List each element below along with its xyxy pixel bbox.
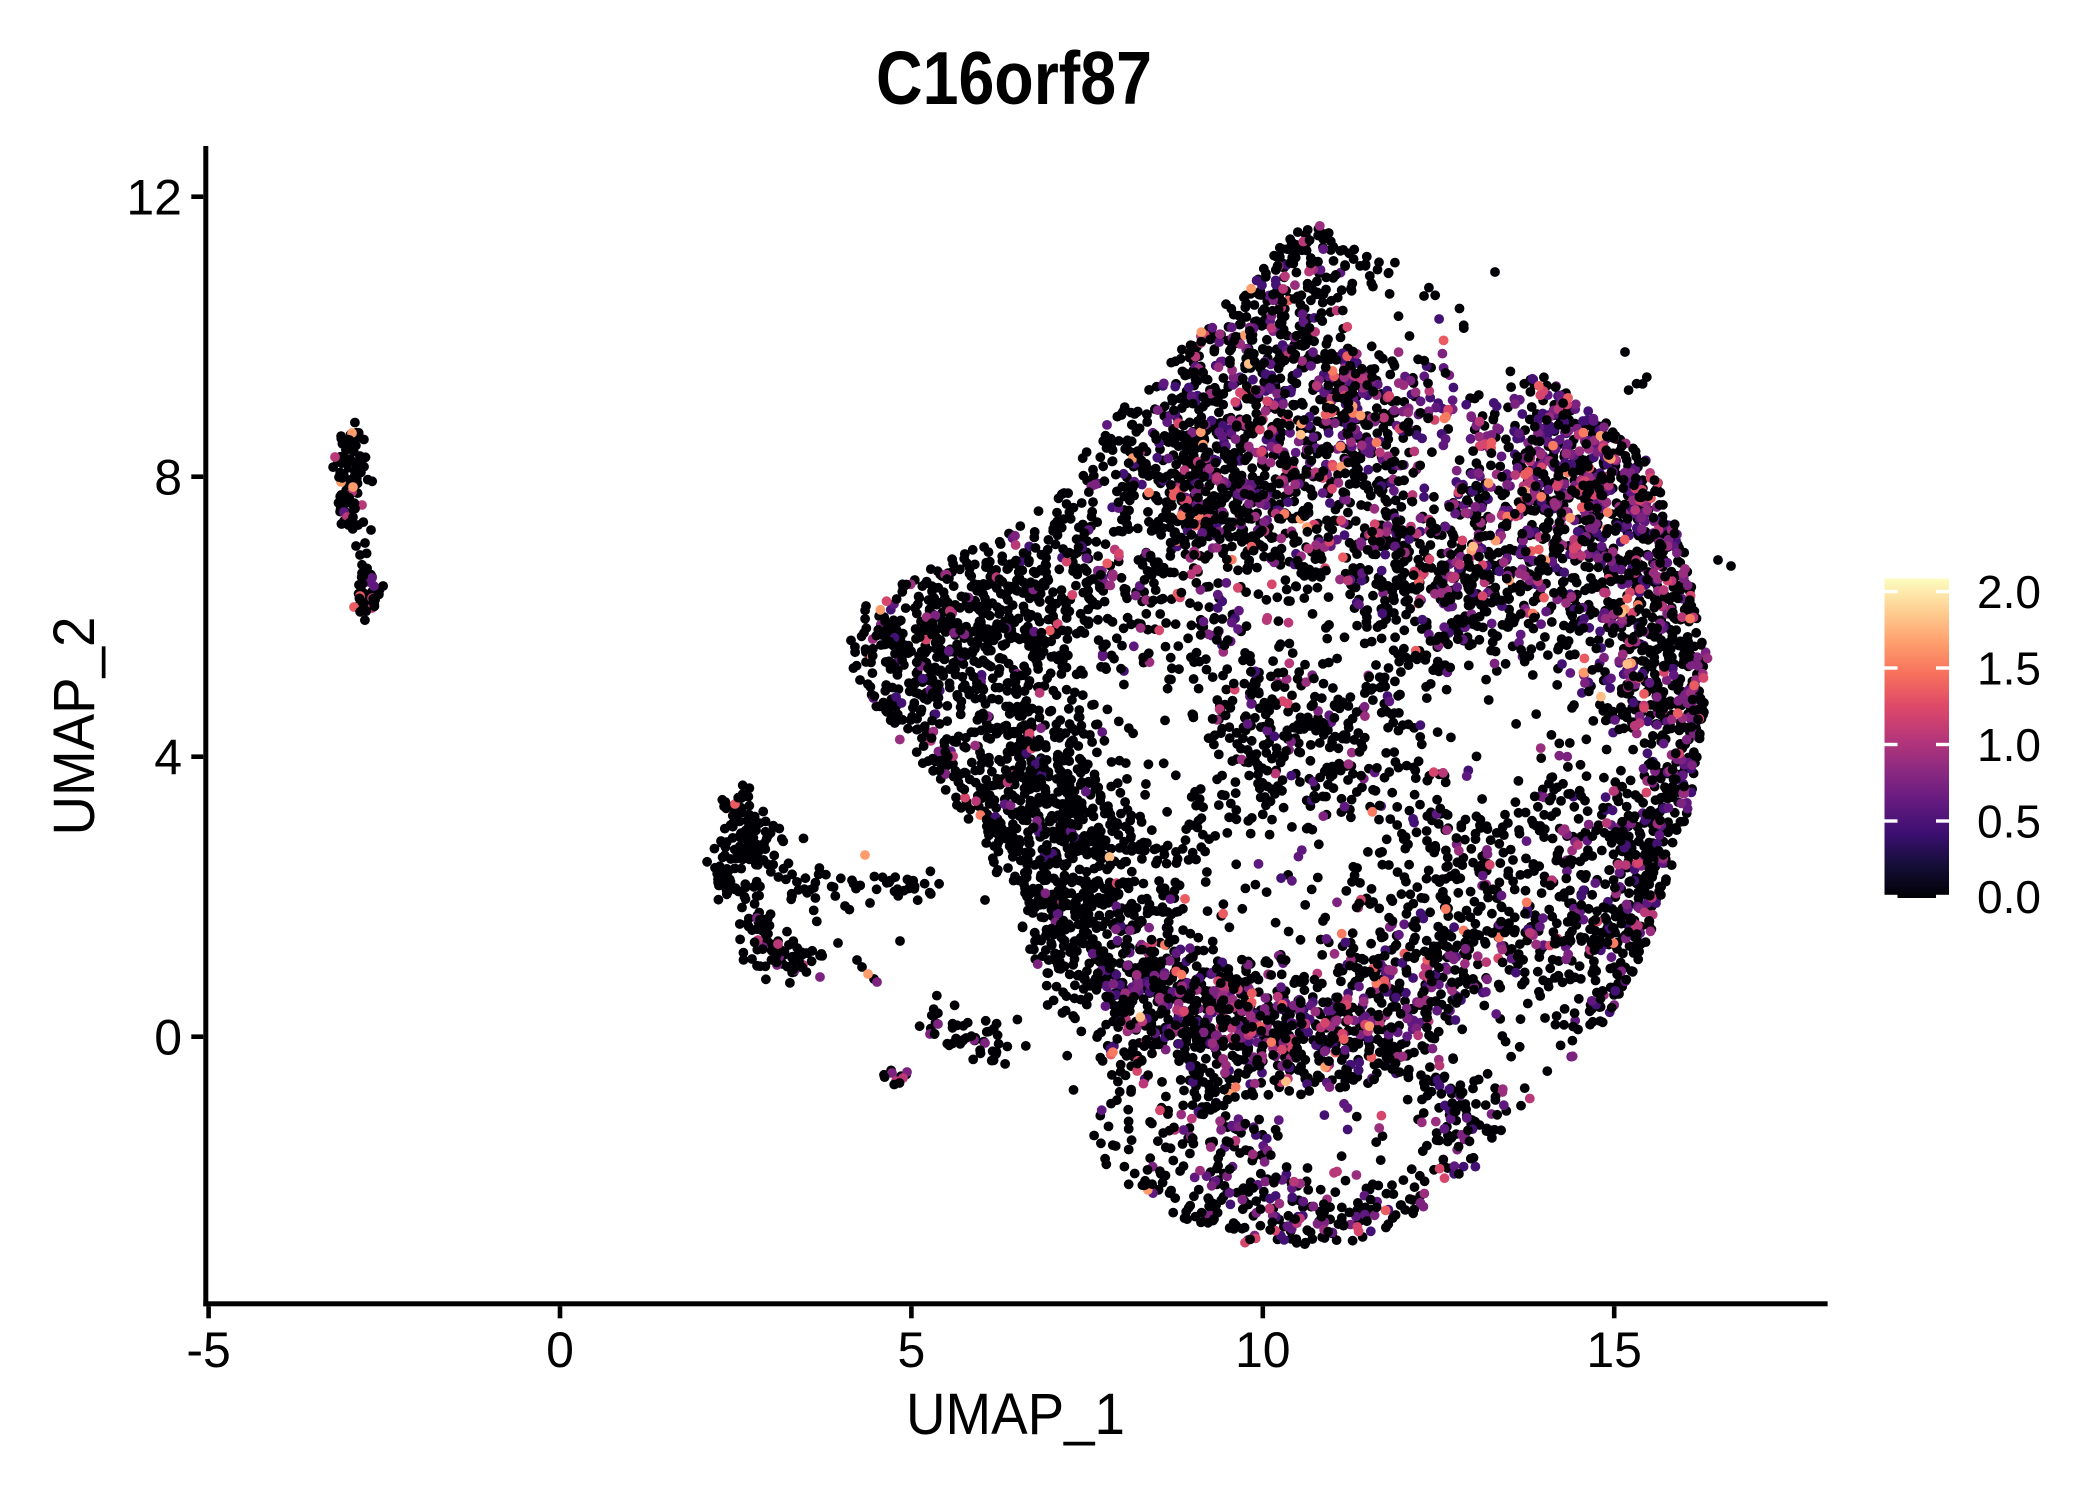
svg-text:2.0: 2.0 bbox=[1977, 566, 2041, 618]
svg-text:0.5: 0.5 bbox=[1977, 796, 2041, 848]
svg-text:12: 12 bbox=[126, 170, 182, 226]
svg-text:1.5: 1.5 bbox=[1977, 643, 2041, 695]
svg-text:0: 0 bbox=[546, 1322, 574, 1378]
svg-text:5: 5 bbox=[897, 1322, 925, 1378]
svg-text:8: 8 bbox=[154, 450, 182, 506]
svg-text:15: 15 bbox=[1586, 1322, 1642, 1378]
svg-text:0.0: 0.0 bbox=[1977, 871, 2041, 923]
svg-text:10: 10 bbox=[1235, 1322, 1291, 1378]
svg-text:UMAP_2: UMAP_2 bbox=[42, 617, 107, 836]
svg-text:UMAP_1: UMAP_1 bbox=[906, 1382, 1125, 1447]
svg-text:C16orf87: C16orf87 bbox=[876, 36, 1152, 120]
svg-text:-5: -5 bbox=[186, 1322, 230, 1378]
svg-text:4: 4 bbox=[154, 730, 182, 786]
svg-text:0: 0 bbox=[154, 1010, 182, 1066]
svg-text:1.0: 1.0 bbox=[1977, 719, 2041, 771]
